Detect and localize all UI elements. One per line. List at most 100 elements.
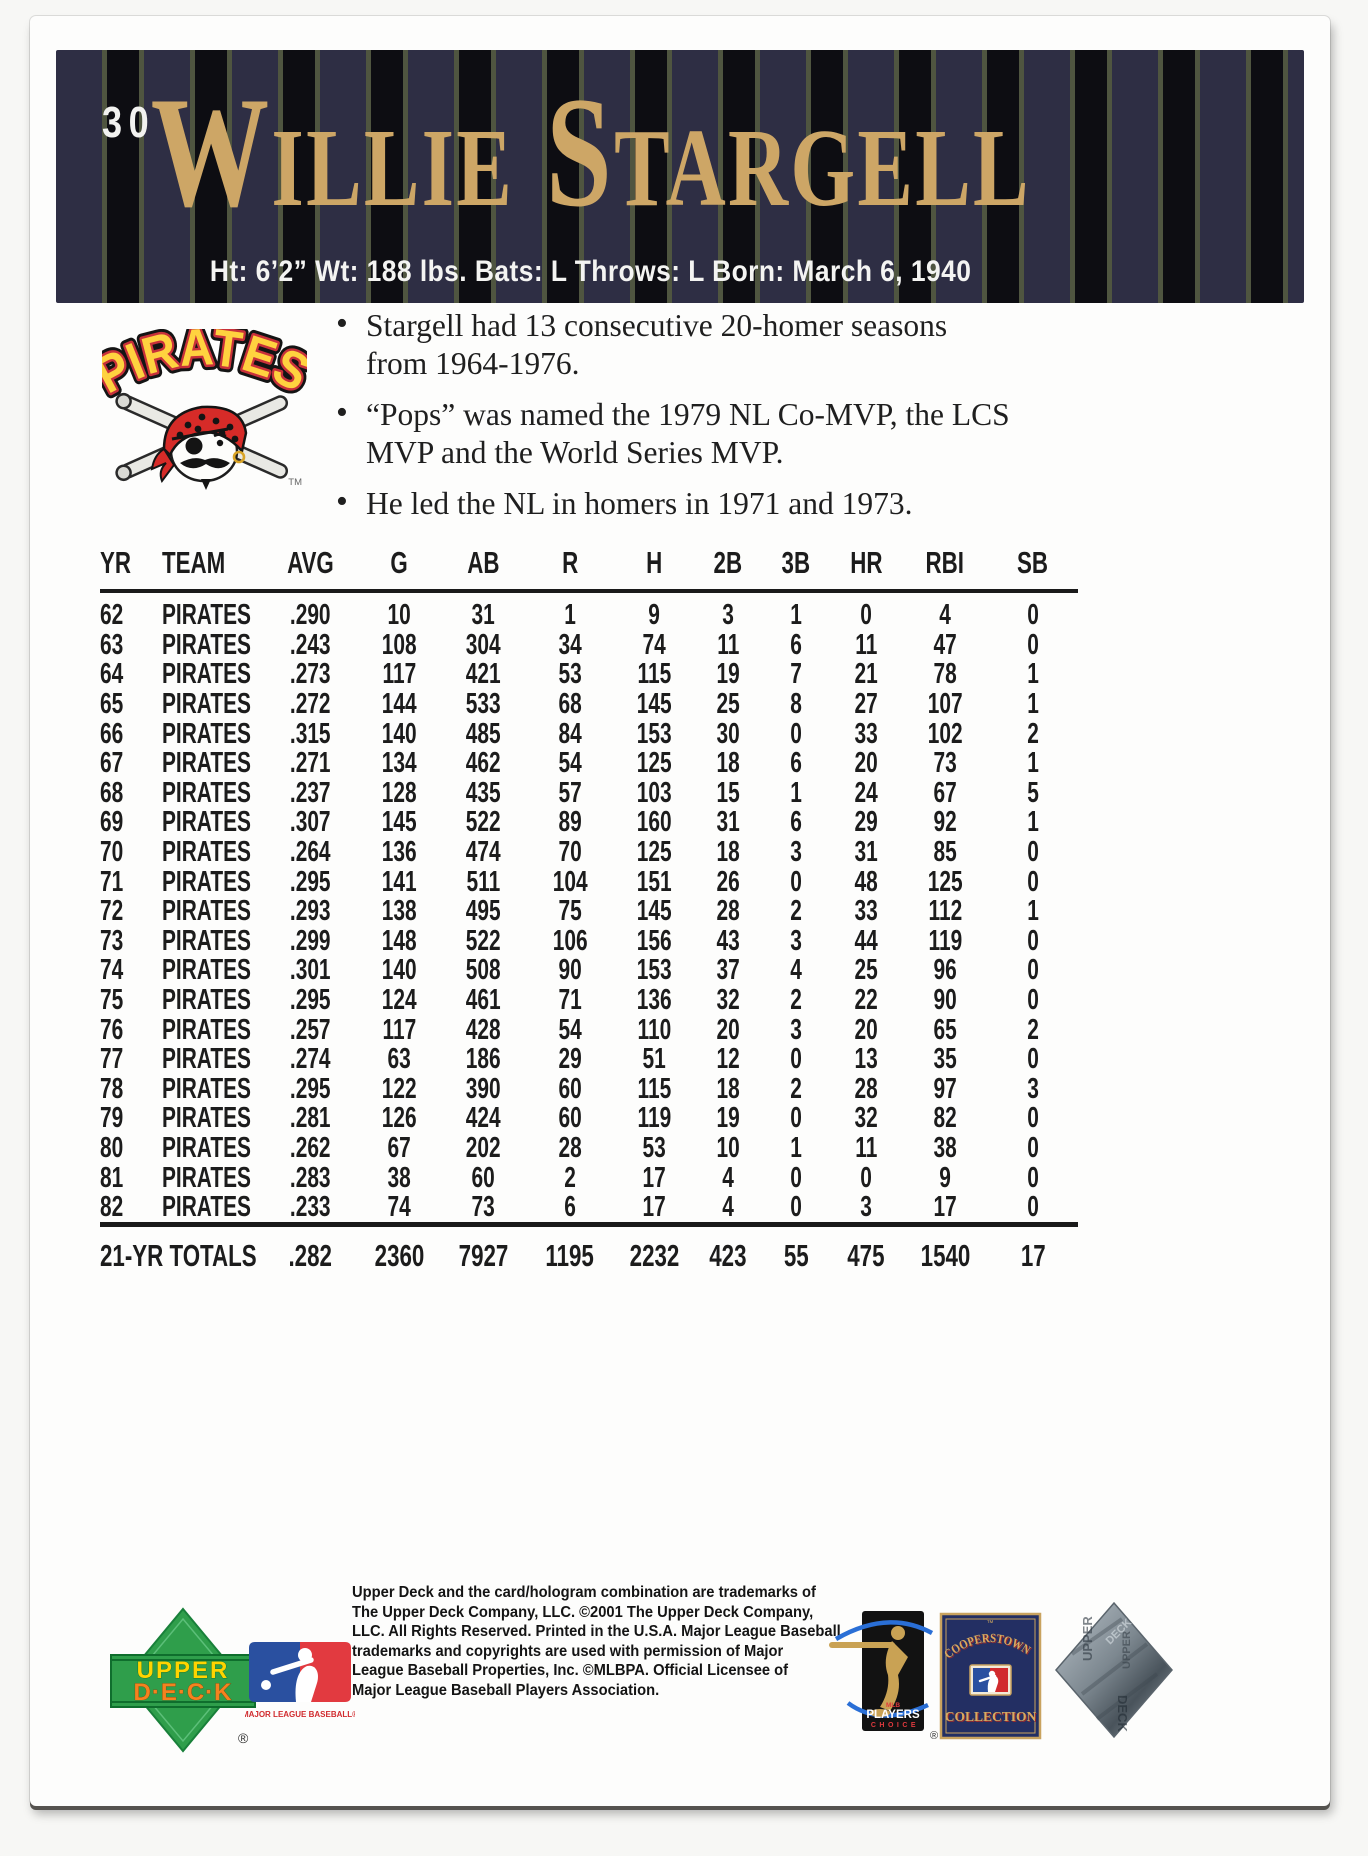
stats-cell-text: 145	[636, 688, 672, 721]
stats-cell-text: 57	[558, 776, 582, 809]
stats-cell: 4	[694, 1193, 762, 1225]
stats-cell: PIRATES	[162, 1074, 262, 1105]
stats-cell-text: 63	[100, 628, 124, 661]
stats-cell: 117	[358, 660, 440, 690]
stats-cell: PIRATES	[162, 1133, 262, 1164]
stats-cell: PIRATES	[162, 719, 262, 749]
stats-cell: .299	[262, 926, 358, 957]
stats-head: YR TEAM AVG G AB R H 2B 3B HR RBI SB	[100, 545, 1078, 593]
stats-cell: 67	[100, 749, 162, 779]
stats-cell-text: 2B	[713, 545, 743, 580]
stats-cell-text: 64	[100, 658, 124, 691]
stats-cell: PIRATES	[162, 926, 262, 957]
stats-cell-text: 0	[790, 1191, 802, 1224]
stats-cell-text: 27	[854, 688, 878, 721]
stats-cell: 2	[762, 897, 830, 927]
stats-cell-text: 1195	[545, 1238, 595, 1274]
stats-cell: 511	[440, 867, 526, 897]
stats-cell-text: 1540	[920, 1238, 970, 1274]
stats-cell: 25	[694, 690, 762, 720]
stats-cell-text: 18	[716, 1072, 740, 1105]
table-row: 65 PIRATES .272 144 533 68 145 25 8 27 107 1	[100, 690, 1078, 720]
stats-cell: 74	[358, 1193, 440, 1225]
stats-cell: 75	[100, 986, 162, 1016]
stats-cell-text: 117	[382, 1013, 416, 1046]
hologram-icon: UPPER DECK DECK UPPER	[1052, 1599, 1177, 1746]
stats-cell-text: 22	[854, 984, 878, 1017]
table-row: 66 PIRATES .315 140 485 84 153 30 0 33 102 2	[100, 719, 1078, 749]
stats-cell-text: R	[561, 545, 579, 580]
stats-cell: 18	[694, 838, 762, 868]
stats-cell: PIRATES	[162, 1193, 262, 1225]
card-number: 30	[102, 98, 156, 147]
stats-cell-text: 0	[1027, 599, 1039, 632]
stats-cell: PIRATES	[162, 897, 262, 927]
stats-cell-text: 90	[933, 984, 957, 1017]
table-row: 64 PIRATES .273 117 421 53 115 19 7 21 78 1	[100, 660, 1078, 690]
stats-cell: 74	[614, 630, 694, 661]
stats-cell: .307	[262, 808, 358, 838]
stats-cell: 0	[762, 1193, 830, 1225]
stats-col-header: YR	[100, 545, 162, 593]
stats-cell-text: 68	[100, 776, 124, 809]
stats-cell: 54	[526, 749, 614, 779]
stats-cell-text: AB	[466, 545, 500, 580]
stats-cell-text: 80	[100, 1131, 124, 1164]
stats-cell: 96	[902, 956, 988, 986]
stats-cell: 3	[762, 1015, 830, 1045]
stats-cell-text: .264	[289, 836, 331, 869]
stats-cell: 71	[100, 867, 162, 897]
stats-cell-text: 122	[381, 1072, 417, 1105]
stats-cell-text: 67	[100, 747, 124, 780]
stats-cell-text: 153	[636, 954, 672, 987]
stats-cell-text: PIRATES	[162, 658, 251, 691]
stats-cell: 75	[526, 897, 614, 927]
stats-cell: 4	[762, 956, 830, 986]
stats-cell: 9	[614, 591, 694, 631]
stats-cell: PIRATES	[162, 778, 262, 809]
stats-cell: 0	[762, 1163, 830, 1193]
stats-cell: 28	[694, 897, 762, 927]
stats-cell-text: .272	[289, 688, 331, 721]
stats-cell: 1	[762, 1133, 830, 1164]
table-row: 67 PIRATES .271 134 462 54 125 18 6 20 73 1	[100, 749, 1078, 779]
stats-cell: .282	[262, 1222, 358, 1277]
stats-cell-text: 160	[636, 806, 672, 839]
stats-cell: .283	[262, 1163, 358, 1193]
stats-cell: PIRATES	[162, 749, 262, 779]
stats-cell-text: 1	[790, 776, 802, 809]
stats-cell-text: 4	[790, 954, 802, 987]
stats-cell: 6	[762, 808, 830, 838]
stats-cell: .301	[262, 956, 358, 986]
stats-cell: 115	[614, 660, 694, 690]
stats-col-header: AB	[440, 545, 526, 593]
stats-cell-text: TEAM	[162, 545, 226, 580]
stats-cell: 136	[358, 838, 440, 868]
stats-cell-text: 2	[790, 895, 802, 928]
stats-cell-text: 151	[636, 865, 672, 898]
stats-cell-text: 12	[716, 1043, 740, 1076]
stats-cell-text: 0	[1027, 836, 1039, 869]
stats-cell: 0	[988, 1163, 1078, 1193]
stats-cell: 7927	[440, 1222, 526, 1277]
stats-col-header: G	[358, 545, 440, 593]
stats-cell: 2	[526, 1163, 614, 1193]
stats-cell: 72	[100, 897, 162, 927]
stats-cell-text: 70	[100, 836, 124, 869]
stats-cell: 28	[830, 1074, 902, 1105]
stats-cell-text: 60	[558, 1102, 582, 1135]
stats-cell: 53	[614, 1133, 694, 1164]
stats-cell-text: 475	[847, 1238, 885, 1274]
stats-col-header: 2B	[694, 545, 762, 593]
highlight-item: Stargell had 13 consecutive 20-homer sea…	[336, 305, 1012, 383]
stats-cell: 60	[440, 1163, 526, 1193]
stats-col-header: AVG	[262, 545, 358, 593]
stats-cell: 65	[902, 1015, 988, 1045]
stats-cell-text: 104	[552, 865, 588, 898]
legal-text: Upper Deck and the card/hologram combina…	[352, 1583, 842, 1701]
stats-cell-text: 0	[860, 599, 872, 632]
stats-cell-text: 90	[558, 954, 582, 987]
stats-cell: 461	[440, 986, 526, 1016]
stats-cell: .262	[262, 1133, 358, 1164]
pirates-trademark: TM	[288, 477, 302, 488]
